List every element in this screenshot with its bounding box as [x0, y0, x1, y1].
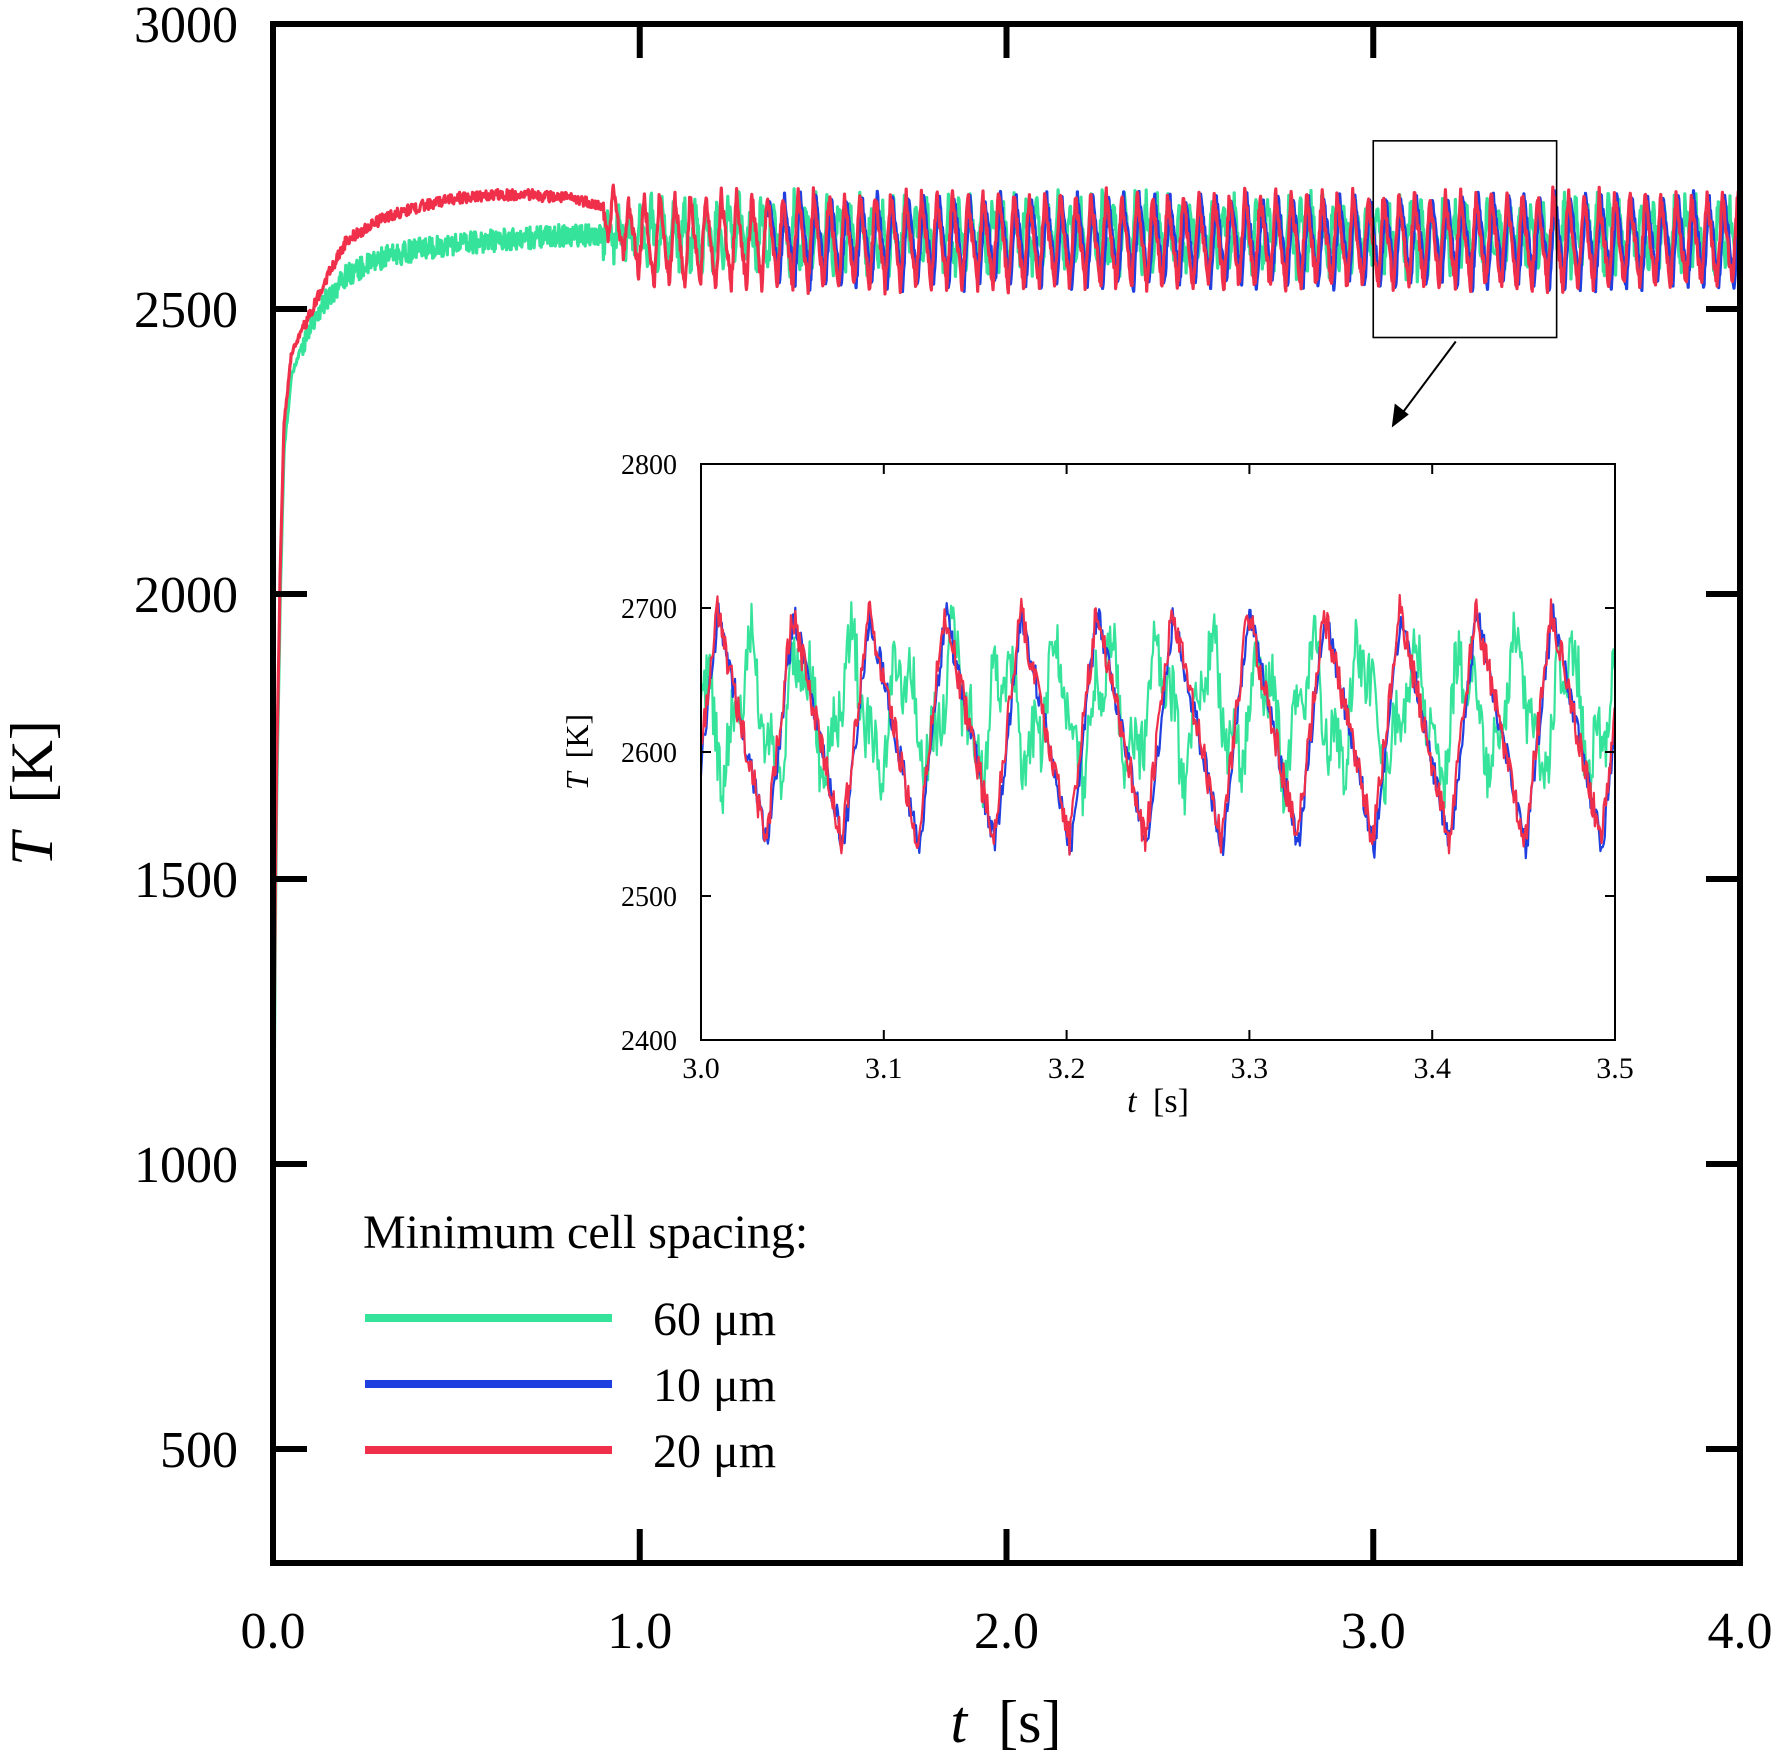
- inset-x-tick-label: 3.3: [1231, 1052, 1269, 1085]
- main-x-tick-label: 4.0: [1708, 1603, 1773, 1660]
- inset-y-axis-title: T [K]: [559, 714, 595, 790]
- main-x-tick-label: 1.0: [607, 1603, 672, 1660]
- legend-label-20um: 20 μm: [653, 1425, 776, 1478]
- main-y-axis-unit: [K]: [0, 720, 65, 803]
- zoom-box-group: [1372, 140, 1558, 428]
- main-x-tick-label: 3.0: [1341, 1603, 1406, 1660]
- main-y-tick-label: 1500: [134, 852, 238, 909]
- main-x-tick-label: 0.0: [241, 1603, 306, 1660]
- main-y-tick-label: 2500: [134, 282, 238, 339]
- main-x-axis-title: t [s]: [951, 1689, 1062, 1755]
- inset-x-axis-var: t: [1127, 1083, 1138, 1120]
- inset-y-tick-label: 2600: [621, 738, 677, 769]
- main-x-axis-var: t: [951, 1689, 969, 1755]
- legend: Minimum cell spacing: 60 μm 10 μm 20 μm: [363, 1206, 808, 1478]
- inset-x-tick-label: 3.0: [682, 1052, 720, 1085]
- main-y-axis-var: T: [0, 829, 65, 866]
- main-series-group: [271, 183, 1742, 1248]
- inset-series-line-60m: [699, 601, 1616, 817]
- zoom-arrow-head: [1391, 403, 1409, 428]
- zoom-box: [1372, 140, 1558, 339]
- inset-series-line-20m: [699, 593, 1616, 856]
- inset-x-tick-label: 3.1: [865, 1052, 903, 1085]
- inset-x-axis-title: t [s]: [1127, 1083, 1189, 1120]
- main-ticks: 0.0 1.0 2.0 3.0 4.0 500 1000 1500 2000 2500 3000: [134, 0, 1773, 1660]
- inset-x-axis-unit: [s]: [1153, 1083, 1189, 1120]
- inset-series-group: [699, 593, 1616, 860]
- inset-y-axis-unit: [K]: [559, 714, 595, 758]
- main-x-axis-unit: [s]: [998, 1689, 1061, 1755]
- inset-y-tick-label: 2500: [621, 882, 677, 913]
- main-series-line-60m: [271, 187, 1742, 1248]
- main-series-line-20m: [271, 183, 1742, 1219]
- inset-y-axis-var: T: [559, 770, 595, 790]
- inset-x-tick-label: 3.2: [1048, 1052, 1086, 1085]
- main-series-line-10m: [766, 189, 1742, 294]
- main-y-tick-label: 2000: [134, 567, 238, 624]
- legend-label-10um: 10 μm: [653, 1359, 776, 1412]
- inset-x-tick-label: 3.4: [1413, 1052, 1451, 1085]
- main-x-tick-label: 2.0: [974, 1603, 1039, 1660]
- main-y-axis-title: T [K]: [0, 720, 65, 866]
- inset-plot: 3.0 3.1 3.2 3.3 3.4 3.5 2400 2500 2600 2700 2800 t…: [559, 450, 1634, 1120]
- inset-y-tick-label: 2400: [621, 1026, 677, 1057]
- inset-y-tick-label: 2800: [621, 450, 677, 481]
- main-y-tick-label: 3000: [134, 0, 238, 54]
- main-y-tick-label: 500: [160, 1422, 238, 1479]
- legend-label-60um: 60 μm: [653, 1293, 776, 1346]
- inset-y-tick-label: 2700: [621, 594, 677, 625]
- zoom-arrow-line: [1398, 340, 1457, 418]
- main-y-tick-label: 1000: [134, 1137, 238, 1194]
- legend-title: Minimum cell spacing:: [363, 1206, 808, 1259]
- inset-ticks: 3.0 3.1 3.2 3.3 3.4 3.5 2400 2500 2600 2700 2800: [621, 450, 1634, 1085]
- inset-x-tick-label: 3.5: [1596, 1052, 1634, 1085]
